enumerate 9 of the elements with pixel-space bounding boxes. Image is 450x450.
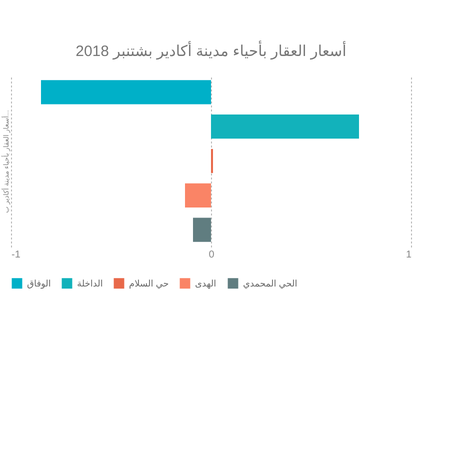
x-tick-label: -1	[12, 250, 21, 260]
legend-label: حي السلام	[129, 278, 169, 290]
x-tick-label: 0	[208, 250, 215, 260]
legend-label: الداخلة	[77, 278, 103, 288]
legend-label: الهدى	[195, 278, 216, 290]
legend-label: الحي المحمدي	[243, 278, 298, 290]
chart-title: أسعار العقار بأحياء مدينة أكادير بشتنبر 2018	[76, 40, 346, 60]
x-tick-label: 1	[406, 250, 412, 260]
legend-label: الوفاق	[27, 278, 51, 290]
